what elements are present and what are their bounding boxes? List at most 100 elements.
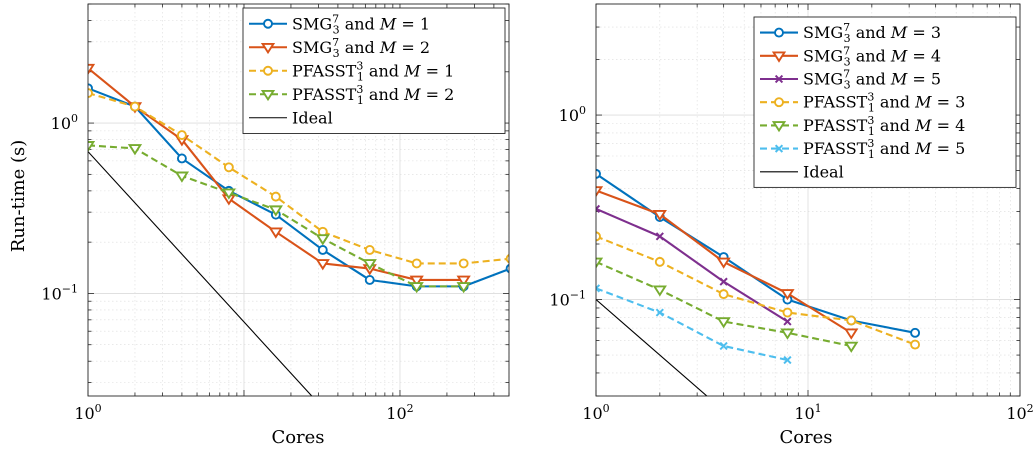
axes-frame — [87, 3, 510, 397]
legend-entry-label: SMG7 3 and M = 3 — [803, 21, 941, 45]
axes-frame — [595, 3, 1021, 397]
series-line — [596, 260, 852, 348]
series-smg-3-7-and-m-5 — [596, 204, 792, 326]
data-point — [655, 308, 664, 317]
data-point — [596, 231, 601, 242]
data-point — [409, 282, 424, 294]
data-point — [268, 227, 283, 239]
data-point — [176, 153, 187, 164]
data-point — [364, 274, 375, 285]
legend-entry-label: PFASST3 1 and M = 1 — [292, 59, 454, 83]
x-axis-label-right: Cores — [779, 427, 832, 448]
data-point — [910, 339, 921, 350]
data-point — [596, 204, 601, 214]
data-point — [780, 289, 795, 301]
series-pfasst-1-3-and-m-5 — [596, 284, 792, 365]
data-point — [782, 307, 793, 318]
data-point — [456, 275, 471, 287]
series-line — [596, 287, 788, 362]
data-point — [716, 257, 731, 269]
x-tick-label: 102 — [386, 402, 413, 423]
x-tick-label: 101 — [794, 402, 821, 423]
data-point — [456, 282, 471, 294]
series-ideal — [88, 151, 313, 396]
series-pfasst-1-3-and-m-4 — [596, 257, 859, 353]
data-point — [596, 168, 601, 179]
legend-swatch-marker — [774, 144, 784, 153]
data-point — [88, 141, 96, 153]
legend-swatch-marker — [774, 27, 784, 38]
data-point — [596, 186, 604, 198]
data-point — [652, 285, 667, 297]
data-point — [596, 257, 604, 269]
data-point — [780, 328, 795, 340]
data-point — [554, 250, 562, 258]
data-point — [505, 263, 509, 274]
series-ideal — [596, 299, 708, 396]
legend-swatch-marker — [774, 74, 784, 84]
x-tick-label: 100 — [582, 402, 609, 423]
data-point — [716, 317, 731, 329]
series-pfasst-1-3-and-m-1 — [88, 88, 509, 269]
legend-entry-label: SMG7 3 and M = 4 — [803, 44, 941, 68]
legend-entry-label: PFASST3 1 and M = 5 — [803, 137, 965, 161]
series-smg-3-7-and-m-4 — [596, 186, 859, 340]
data-point — [458, 258, 469, 269]
legend-swatch-marker — [260, 42, 276, 55]
data-point — [783, 317, 792, 326]
series-pfasst-1-3-and-m-3 — [596, 231, 921, 350]
x-axis-label-left: Cores — [271, 427, 324, 448]
legend-swatch-marker — [771, 121, 787, 133]
legend-entry-label: SMG7 3 and M = 2 — [292, 36, 430, 60]
data-point — [127, 144, 143, 156]
x-tick-label: 102 — [1006, 402, 1033, 423]
data-point — [719, 277, 728, 286]
data-point — [719, 341, 728, 351]
y-axis-label: Run-time (s) — [8, 140, 29, 253]
data-point — [268, 205, 283, 217]
series-line — [596, 172, 916, 334]
data-point — [315, 234, 330, 246]
y-tick-label: 100 — [559, 104, 586, 125]
legend-swatch-marker — [263, 65, 273, 76]
legend-swatch-marker — [774, 97, 784, 108]
data-point — [315, 259, 330, 271]
data-point — [174, 171, 190, 183]
data-point — [88, 63, 96, 76]
x-tick-label: 100 — [74, 402, 101, 423]
series-line — [88, 151, 313, 396]
data-point — [176, 130, 187, 141]
plot-area — [596, 168, 921, 396]
data-point — [783, 355, 792, 365]
data-point — [362, 259, 377, 271]
data-point — [364, 244, 375, 255]
legend-entry-label: SMG7 3 and M = 5 — [803, 68, 941, 92]
series-line — [596, 207, 789, 323]
data-point — [846, 315, 857, 326]
series-pfasst-1-3-and-m-2 — [88, 141, 471, 294]
legend-swatch-marker — [260, 89, 276, 102]
y-tick-label: 100 — [51, 112, 78, 133]
series-line — [596, 299, 708, 396]
data-point — [270, 191, 281, 202]
series-line — [596, 235, 916, 346]
data-point — [88, 88, 93, 99]
data-point — [317, 244, 328, 255]
data-point — [655, 232, 664, 241]
left-chart-panel: Run-time (s) Cores 100 102 10−1 100 SMG7 3 an… — [8, 3, 562, 448]
data-point — [910, 327, 921, 338]
data-point — [221, 188, 237, 200]
data-point — [223, 162, 234, 173]
legend-entry-label: PFASST3 1 and M = 4 — [803, 114, 965, 138]
data-point — [654, 256, 665, 267]
data-point — [411, 258, 422, 269]
data-point — [505, 253, 509, 264]
legend-entry-label: PFASST3 1 and M = 2 — [292, 83, 454, 107]
plot-area — [88, 63, 562, 396]
data-point — [130, 101, 140, 112]
legend-entry-label: Ideal — [803, 162, 844, 181]
